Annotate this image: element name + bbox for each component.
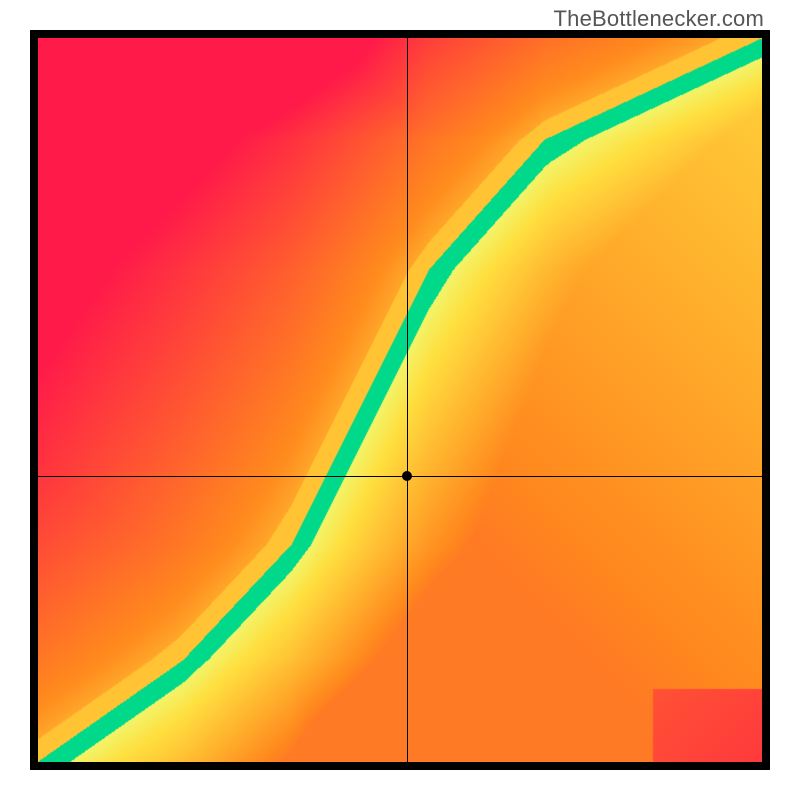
watermark-text: TheBottlenecker.com <box>554 6 764 32</box>
bottleneck-heatmap <box>38 38 762 762</box>
chart-container: TheBottlenecker.com <box>0 0 800 800</box>
crosshair-vertical <box>407 38 408 762</box>
crosshair-horizontal <box>38 476 762 477</box>
